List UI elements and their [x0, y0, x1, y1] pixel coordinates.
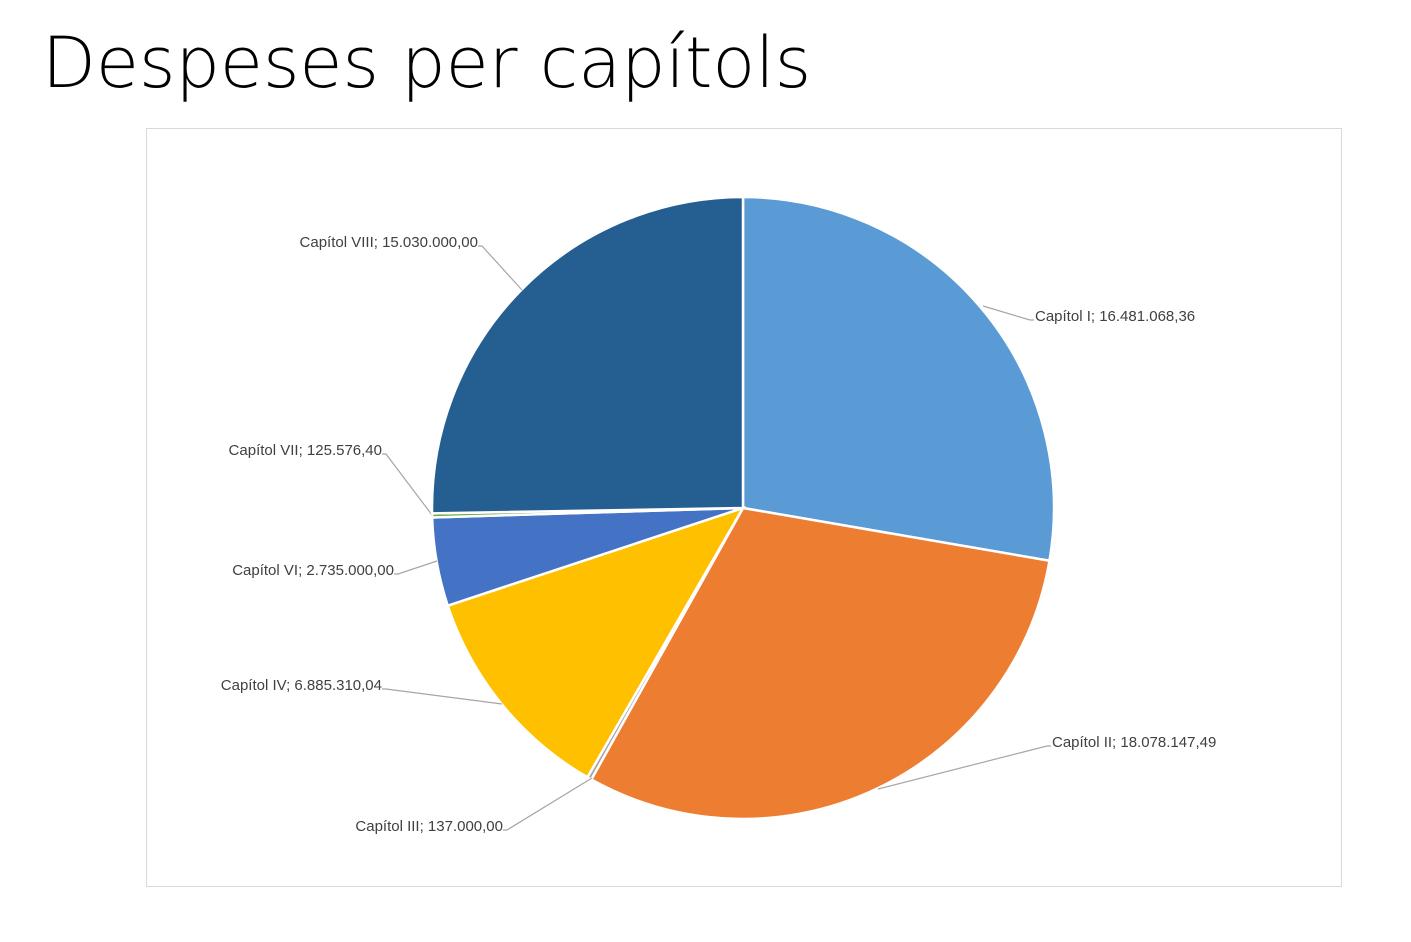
data-label: Capítol IV; 6.885.310,04 [221, 677, 382, 694]
data-label: Capítol II; 18.078.147,49 [1052, 734, 1216, 751]
data-label: Capítol I; 16.481.068,36 [1035, 308, 1195, 325]
leader-line [382, 453, 433, 516]
pie-slice-2 [589, 506, 1051, 821]
leader-line [877, 745, 1051, 790]
leader-line [478, 245, 523, 291]
data-label: Capítol VII; 125.576,40 [229, 442, 382, 459]
leader-line [982, 305, 1034, 321]
leader-line [503, 777, 593, 831]
pie-slice-7 [430, 195, 745, 515]
leader-line [382, 688, 503, 705]
data-label: Capítol III; 137.000,00 [355, 818, 503, 835]
pie-slice-1 [741, 195, 1056, 563]
leader-line [394, 560, 438, 575]
chart-area [146, 128, 1342, 887]
data-label: Capítol VIII; 15.030.000,00 [300, 234, 478, 251]
data-label: Capítol VI; 2.735.000,00 [232, 562, 394, 579]
page-title: Despeses per capítols [42, 22, 812, 104]
